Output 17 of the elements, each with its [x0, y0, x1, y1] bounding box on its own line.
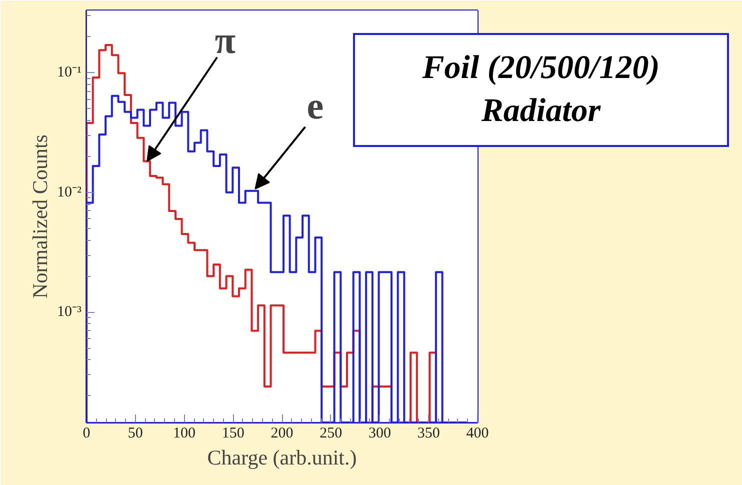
y-axis-title: Normalized Counts [28, 134, 52, 298]
x-tick-label: 250 [320, 426, 342, 442]
x-tick-label: 150 [222, 426, 244, 442]
text-box: Foil (20/500/120) Radiator [353, 33, 729, 147]
x-tick-label: 200 [270, 426, 294, 442]
x-tick-label: 350 [417, 426, 440, 442]
annotation: e [306, 85, 324, 128]
x-axis-title: Charge (arb.unit.) [207, 446, 357, 470]
annotation: π [214, 20, 236, 62]
y-tick-label: 10⁻³ [57, 304, 82, 320]
y-tick-label: 10⁻² [57, 184, 82, 200]
x-tick-label: 50 [128, 426, 143, 442]
x-tick-label: 300 [368, 426, 391, 442]
x-tick-label: 0 [82, 426, 90, 442]
y-tick-label: 10⁻¹ [57, 64, 82, 81]
x-tick-label: 400 [466, 426, 489, 442]
x-tick-label: 100 [173, 426, 196, 442]
